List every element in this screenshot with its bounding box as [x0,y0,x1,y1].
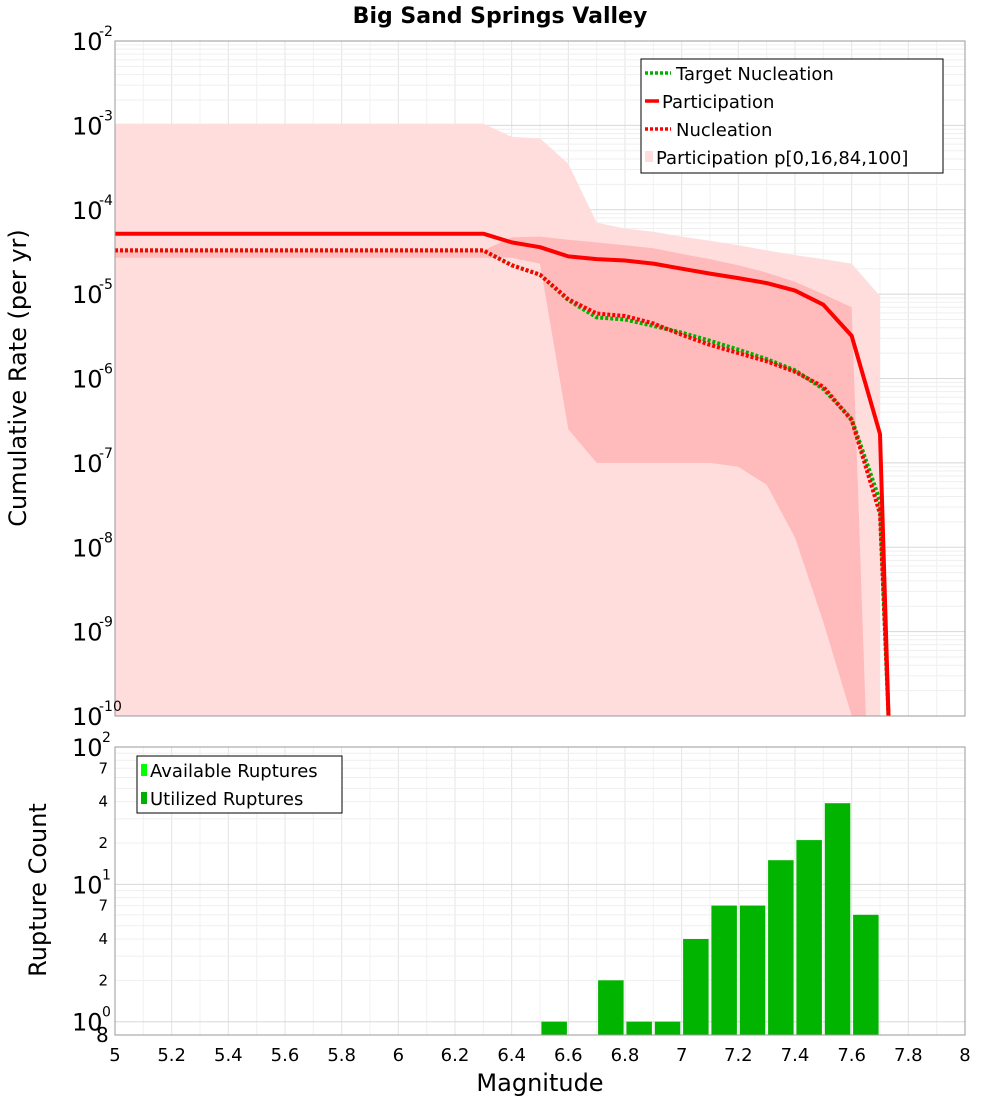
x-tick-label: 5.6 [271,1045,300,1066]
y-tick-label: 10 [72,619,103,647]
count-bars [541,803,879,1035]
rate-legend-box [640,58,944,174]
count-y-tick-exponent: 1 [102,867,111,883]
x-tick-label: 6.6 [554,1045,583,1066]
count-plot-frame [114,746,966,1036]
count-y-tick-exponent: 2 [102,730,111,746]
y-tick-label: 10 [72,281,103,309]
y-tick-label: 10 [72,366,103,394]
x-axis-label: Magnitude [476,1069,603,1097]
legend-label-participation-band: Participation p[0,16,84,100] [656,148,908,169]
y-tick-label: 10 [72,197,103,225]
y-tick-exponent: -8 [99,530,113,546]
y-tick-exponent: -9 [99,615,113,631]
count-y-minor-label: 7 [98,759,108,777]
legend-label-available: Available Ruptures [150,761,318,782]
x-tick-label: 6.8 [611,1045,640,1066]
count-y-minor-label: 4 [98,930,108,948]
y-tick-exponent: -7 [99,446,113,462]
x-tick-label: 5.2 [157,1045,186,1066]
bar-utilized-ruptures [824,803,851,1035]
x-tick-label: 7.4 [781,1045,810,1066]
legend-label-target-nucleation: Target Nucleation [675,64,834,85]
bar-utilized-ruptures [768,860,794,1035]
legend-swatch-participation-band [645,151,653,162]
x-tick-label: 5 [109,1045,120,1066]
count-y-tick-label: 10 [72,871,103,899]
rate-y-tick-labels: 10-210-310-410-510-610-710-810-910-10 [72,24,122,731]
y-tick-label: 10 [72,703,103,731]
bar-utilized-ruptures [541,1021,567,1035]
bar-utilized-ruptures [711,905,737,1035]
series-participation [115,231,891,717]
x-tick-label: 7 [676,1045,687,1066]
magnitude-tick-labels: 5 5.2 5.4 5.6 5.8 6 6.2 6.4 6.6 6.8 7 7.2 7.4 7.6 7.8 8 [109,1045,970,1066]
count-y-tick-label: 10 [72,1009,103,1037]
count-y-minor-label: 2 [98,971,108,989]
y-tick-exponent: -10 [99,699,122,715]
count-legend: Available Ruptures Utilized Ruptures [136,755,343,814]
y-tick-label: 10 [72,534,103,562]
x-tick-label: 8 [959,1045,970,1066]
bar-utilized-ruptures [598,980,624,1035]
bar-utilized-ruptures [739,905,766,1035]
rate-panel: 10-210-310-410-510-610-710-810-910-10 Cu… [4,24,966,731]
count-y-tick-label: 10 [72,734,103,762]
y-tick-exponent: -2 [99,24,113,40]
bar-utilized-ruptures [683,939,709,1035]
y-tick-exponent: -5 [99,277,113,293]
y-tick-exponent: -6 [99,362,113,378]
count-y-minor-label: 2 [98,834,108,852]
x-tick-label: 7.8 [894,1045,923,1066]
rate-legend: Target Nucleation Participation Nucleati… [640,58,944,174]
count-y-minor-label: 7 [98,897,108,915]
legend-label-utilized: Utilized Ruptures [150,789,303,810]
bar-utilized-ruptures [654,1021,681,1035]
x-tick-label: 6.2 [441,1045,470,1066]
x-tick-label: 5.4 [214,1045,243,1066]
count-y-tick-exponent: 0 [102,1005,111,1021]
series-nucleation [115,248,891,717]
legend-label-nucleation: Nucleation [676,120,772,141]
count-legend-box [136,755,343,814]
legend-label-participation: Participation [662,92,774,113]
y-tick-label: 10 [72,28,103,56]
y-tick-exponent: -3 [99,108,113,124]
rate-plot-frame [114,40,966,717]
bar-utilized-ruptures [853,914,879,1035]
x-tick-label: 6.4 [497,1045,526,1066]
legend-swatch-utilized [141,792,147,804]
x-tick-label: 7.2 [724,1045,753,1066]
y-tick-exponent: -4 [99,193,113,209]
y-tick-label: 10 [72,112,103,140]
band-p16-p84 [115,236,866,716]
count-y-bottom-label: 8 [96,1023,109,1047]
bar-utilized-ruptures [626,1021,652,1035]
rate-y-axis-label: Cumulative Rate (per yr) [4,229,32,527]
bar-utilized-ruptures [796,840,822,1035]
y-tick-label: 10 [72,450,103,478]
count-y-minor-label: 4 [98,793,108,811]
chart-title: Big Sand Springs Valley [353,4,648,29]
x-tick-label: 6 [393,1045,404,1066]
rate-lines [115,231,891,717]
count-y-axis-label: Rupture Count [24,803,52,977]
x-tick-label: 5.8 [327,1045,356,1066]
x-tick-label: 7.6 [837,1045,866,1066]
legend-swatch-available [141,764,147,776]
